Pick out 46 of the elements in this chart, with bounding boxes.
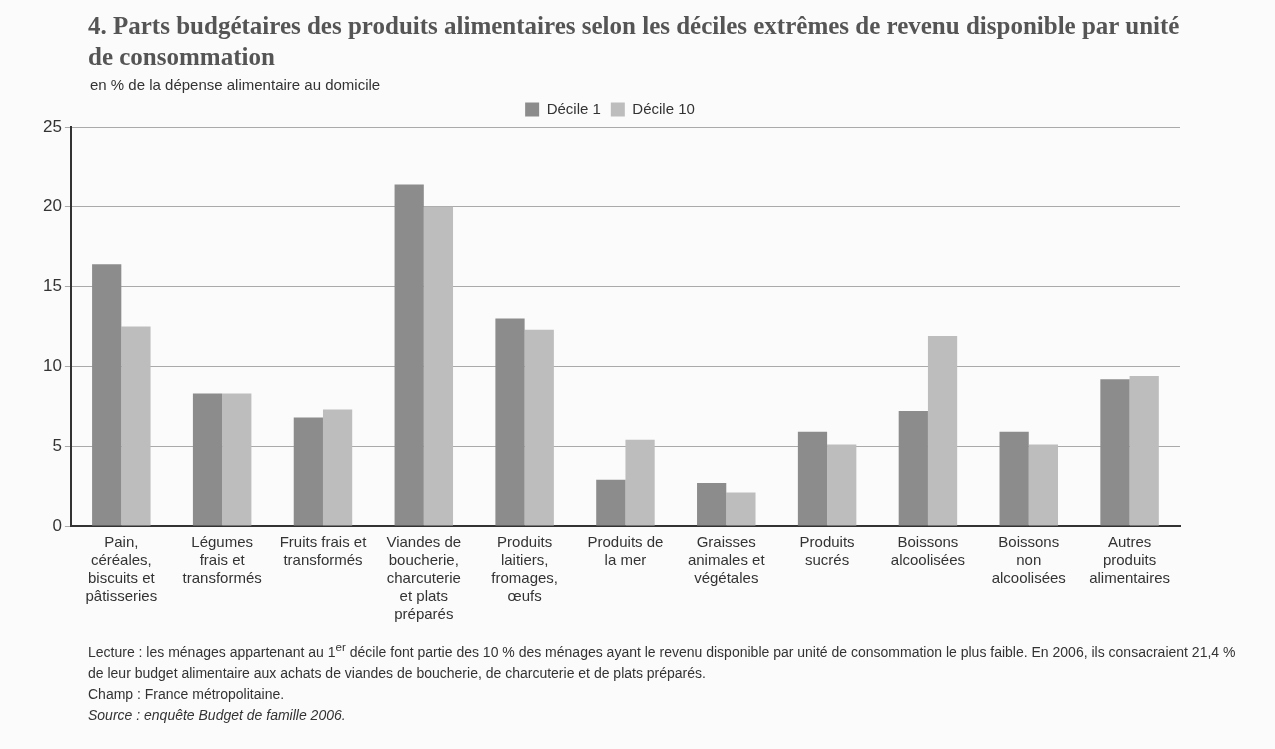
bar: [625, 439, 655, 526]
chart-subtitle: en % de la dépense alimentaire au domicile: [90, 76, 381, 93]
bar: [927, 336, 958, 526]
y-tick-label: 20: [42, 196, 62, 216]
bar: [495, 318, 525, 526]
bar: [423, 206, 454, 526]
y-tick-label: 0: [52, 515, 62, 535]
bar: [524, 329, 554, 526]
source-note: Source : enquête Budget de famille 2006.: [88, 705, 347, 725]
bar: [222, 393, 252, 526]
bar: [797, 431, 828, 526]
x-tick-label: Viandes de boucherie, charcuterie et plats préparés: [386, 533, 462, 623]
x-tick-label: Graisses animales et végétales: [687, 533, 766, 587]
bar: [394, 184, 424, 526]
x-tick-label: Fruits frais et transformés: [279, 533, 368, 569]
bar: [293, 417, 323, 526]
x-tick-label: Pain, céréales, biscuits et pâtisseries: [85, 533, 158, 605]
legend-label: Décile 10: [632, 99, 695, 117]
bar: [697, 482, 727, 526]
x-tick-label: Légumes frais et transformés: [182, 533, 262, 587]
bar: [999, 431, 1029, 526]
bar: [726, 492, 756, 526]
y-tick-label: 25: [42, 116, 62, 136]
y-tick-label: 10: [42, 356, 62, 376]
text: Lecture : les ménages appartenant au 1$^{er}$ décile font partie des 10 % des ménages ayant le revenu disponible par unité de consommation le plus faible. En 2006, ils consacraient 21,4 % de leur budget alimentaire aux achats de viandes de boucherie, de charcuterie et de plats préparés.: [88, 639, 1237, 683]
legend-label: Décile 1: [546, 99, 601, 117]
bar: [192, 393, 223, 526]
chart-title: 4. Parts budgétaires des produits alimentaires selon les déciles extrêmes de revenu disponible par unité de consommation: [88, 11, 1181, 72]
bar: [92, 264, 122, 526]
bar: [1028, 444, 1058, 526]
bar: [1100, 379, 1130, 526]
x-tick-label: Boissons non alcoolisées: [991, 533, 1066, 587]
x-tick-label: Produits laitiers, fromages, œufs: [491, 533, 558, 605]
bar: [827, 444, 857, 526]
bar: [898, 411, 928, 526]
x-tick-label: Autres produits alimentaires: [1089, 533, 1171, 587]
bar: [121, 326, 151, 526]
x-tick-label: Produits de la mer: [587, 533, 664, 569]
bar: [1129, 375, 1159, 526]
bar: [596, 479, 626, 526]
y-tick-label: 5: [52, 435, 62, 455]
y-tick-label: 15: [42, 276, 62, 296]
x-tick-label: Produits sucrés: [799, 533, 855, 569]
text: Champ : France métropolitaine.: [88, 684, 286, 704]
bar: [322, 409, 353, 526]
x-tick-label: Boissons alcoolisées: [890, 533, 966, 569]
